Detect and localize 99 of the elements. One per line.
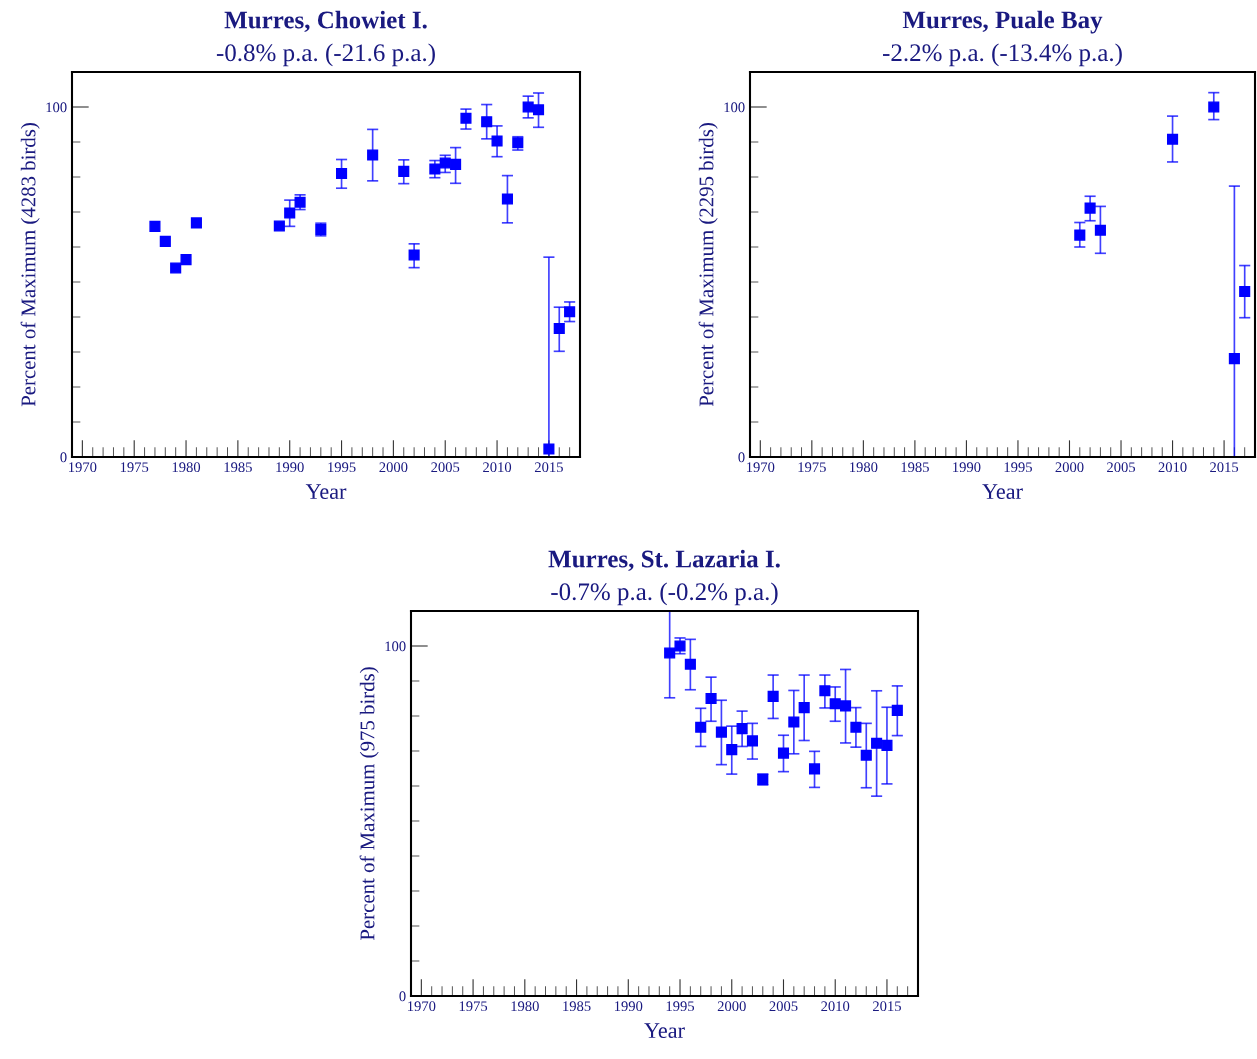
point: [798, 702, 810, 714]
x-tick-label: 2000: [717, 1001, 746, 1012]
point: [684, 658, 696, 670]
x-tick-label: 1975: [120, 462, 149, 473]
point: [273, 220, 285, 232]
point: [788, 716, 800, 728]
chart-title: Murres, Chowiet I.: [224, 10, 427, 33]
point: [819, 685, 831, 697]
point: [1074, 229, 1086, 241]
y-axis-title: Percent of Maximum (975 birds): [359, 667, 379, 941]
point: [705, 692, 717, 705]
y-tick-label: 0: [738, 452, 745, 463]
point: [829, 698, 841, 710]
point: [429, 163, 441, 175]
point: [891, 704, 903, 716]
x-tick-label: 1980: [511, 1001, 539, 1012]
point: [860, 749, 872, 761]
point: [170, 262, 182, 274]
chart-title: Murres, St. Lazaria I.: [548, 549, 780, 572]
x-tick-label: 2005: [431, 462, 460, 473]
point: [1239, 285, 1251, 298]
point: [1228, 353, 1240, 365]
point: [439, 157, 451, 169]
x-tick-label: 2005: [769, 1001, 798, 1012]
point: [522, 101, 534, 113]
point: [481, 116, 493, 128]
chart-subtitle: -0.7% p.a. (-0.2% p.a.): [551, 582, 778, 606]
y-tick-label: 100: [46, 102, 67, 113]
point: [808, 763, 821, 775]
x-tick-label: 2000: [1055, 462, 1084, 473]
point: [1084, 202, 1096, 214]
x-tick-label: 1995: [1004, 462, 1032, 473]
point: [335, 167, 348, 180]
point: [777, 747, 790, 759]
point: [564, 306, 576, 318]
x-tick-label: 2015: [534, 462, 563, 473]
point: [149, 220, 161, 232]
x-tick-label: 1990: [276, 462, 304, 473]
y-tick-label: 100: [385, 641, 406, 652]
x-tick-label: 1995: [328, 462, 356, 473]
point: [1094, 224, 1106, 236]
x-axis-title: Year: [305, 484, 347, 500]
point: [695, 721, 707, 733]
point: [284, 207, 296, 219]
x-tick-label: 1975: [798, 462, 826, 473]
point: [1166, 133, 1179, 145]
x-tick-label: 1985: [224, 462, 252, 473]
chart-title: Murres, Puale Bay: [902, 10, 1103, 34]
point: [715, 726, 727, 738]
x-axis-title: Year: [982, 484, 1023, 500]
point: [543, 443, 555, 455]
point: [881, 739, 893, 751]
point: [1208, 101, 1220, 113]
point: [532, 104, 545, 116]
point: [850, 721, 862, 733]
x-tick-label: 1995: [666, 1001, 695, 1012]
point: [501, 193, 513, 205]
y-tick-label: 100: [724, 102, 745, 113]
y-tick-label: 0: [399, 991, 406, 1002]
x-tick-label: 2000: [379, 462, 408, 473]
y-tick-label: 0: [60, 452, 67, 463]
x-tick-label: 1970: [408, 1001, 436, 1012]
x-tick-label: 2010: [821, 1001, 850, 1012]
x-tick-label: 1990: [614, 1001, 643, 1012]
x-tick-label: 1990: [953, 462, 981, 473]
point: [840, 700, 852, 712]
point: [736, 723, 748, 735]
chart-subtitle: -2.2% p.a. (-13.4% p.a.): [882, 43, 1122, 67]
x-tick-label: 2010: [1158, 462, 1187, 473]
y-axis-title: Percent of Maximum (2295 birds): [698, 123, 718, 407]
point: [746, 735, 759, 747]
point: [460, 112, 472, 124]
point: [408, 249, 420, 261]
x-tick-label: 1980: [172, 462, 201, 473]
y-axis-title: Percent of Maximum (4283 birds): [20, 123, 40, 407]
point: [367, 149, 379, 161]
point: [664, 647, 676, 659]
point: [553, 322, 565, 335]
x-tick-label: 1985: [563, 1001, 591, 1012]
chart-subtitle: -0.8% p.a. (-21.6 p.a.): [216, 43, 435, 67]
x-tick-label: 1985: [901, 462, 929, 473]
point: [767, 690, 779, 702]
point: [871, 737, 883, 749]
point: [180, 254, 192, 266]
x-tick-label: 2015: [1210, 462, 1239, 473]
x-tick-label: 2005: [1107, 462, 1136, 473]
x-tick-label: 2010: [483, 462, 512, 473]
point: [398, 165, 410, 177]
point: [190, 217, 202, 229]
point: [159, 235, 171, 247]
x-axis-title: Year: [644, 1023, 685, 1039]
x-tick-label: 1980: [850, 462, 878, 473]
x-tick-label: 1975: [459, 1001, 488, 1012]
point: [726, 744, 738, 756]
point: [491, 135, 503, 147]
x-tick-label: 1970: [747, 462, 775, 473]
x-tick-label: 2015: [873, 1001, 901, 1012]
x-tick-label: 1970: [69, 462, 97, 473]
point: [450, 158, 462, 170]
